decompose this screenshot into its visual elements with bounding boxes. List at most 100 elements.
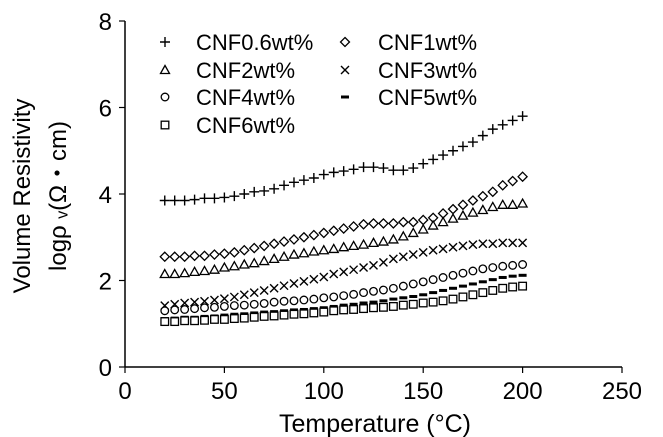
data-point [199, 250, 210, 262]
data-point [339, 267, 349, 277]
data-point [419, 293, 428, 297]
data-point [438, 296, 448, 306]
data-point [408, 163, 419, 174]
data-point [229, 191, 240, 202]
data-point [288, 177, 299, 188]
data-point [169, 251, 181, 263]
data-point [188, 266, 201, 276]
legend-label: CNF6wt% [196, 113, 295, 138]
data-point [388, 165, 399, 176]
data-point [399, 296, 408, 300]
data-point [368, 162, 379, 173]
data-point [488, 239, 498, 249]
y-tick-label: 4 [99, 182, 112, 209]
data-point [417, 223, 429, 234]
data-point [397, 216, 409, 228]
data-point [309, 274, 319, 284]
data-point [259, 185, 270, 196]
data-point [279, 281, 289, 291]
data-point [457, 199, 469, 211]
x-tick-label: 200 [503, 378, 543, 405]
data-point [289, 296, 299, 306]
data-point [239, 290, 249, 300]
data-point [449, 286, 458, 290]
y-tick-label: 8 [99, 9, 112, 36]
data-point [268, 238, 280, 250]
data-point [180, 316, 190, 326]
data-point [398, 165, 409, 176]
data-point [200, 296, 210, 306]
axes [119, 20, 623, 373]
data-point [457, 209, 469, 220]
legend-label: CNF1wt% [378, 30, 477, 55]
data-point [189, 250, 200, 262]
data-point [497, 198, 509, 209]
data-point [508, 282, 518, 292]
data-point [229, 314, 239, 324]
legend-marker [339, 36, 351, 48]
data-point [268, 253, 280, 264]
data-point [407, 227, 419, 238]
data-point [338, 241, 350, 252]
data-point [319, 272, 329, 282]
legend-label: CNF2wt% [196, 58, 295, 83]
data-point [238, 244, 250, 256]
data-point [398, 281, 408, 291]
data-point [428, 245, 438, 255]
data-point [328, 225, 340, 237]
data-point [239, 189, 250, 199]
data-point [199, 193, 210, 204]
data-point [248, 257, 260, 268]
data-point [349, 265, 359, 275]
data-point [418, 298, 428, 308]
data-point [498, 261, 508, 271]
data-point [487, 124, 498, 135]
data-point [269, 311, 279, 321]
data-point [468, 240, 478, 250]
data-point [517, 111, 528, 122]
legend-label: CNF3wt% [378, 58, 477, 83]
data-point [218, 248, 230, 260]
legend-marker [341, 95, 349, 99]
data-point [189, 194, 200, 205]
data-point [288, 233, 300, 245]
data-point [418, 158, 429, 169]
data-point [239, 313, 249, 323]
data-point [397, 230, 409, 241]
data-point [448, 270, 458, 280]
tick-labels: 0 50 100 150 200 250 0 2 4 6 8 [99, 9, 642, 405]
data-point [387, 217, 399, 229]
y-tick-label: 6 [99, 96, 112, 123]
data-point [487, 201, 499, 212]
data-point [308, 229, 320, 241]
data-point [389, 297, 398, 301]
data-point [349, 302, 358, 306]
data-point [468, 290, 478, 300]
data-point [458, 268, 468, 278]
data-point [417, 214, 429, 226]
data-point [249, 312, 259, 322]
data-point [508, 274, 517, 278]
data-point [369, 260, 378, 270]
data-point [467, 137, 478, 148]
data-point [438, 150, 449, 161]
data-point [359, 301, 368, 305]
data-point [447, 212, 459, 223]
data-point [289, 309, 299, 319]
data-point [348, 164, 359, 175]
data-point [298, 231, 310, 243]
data-point [488, 263, 498, 272]
data-point [468, 282, 477, 286]
data-point [378, 302, 388, 312]
data-point [338, 223, 350, 235]
data-point [308, 245, 320, 256]
data-point [298, 175, 309, 186]
data-point [169, 195, 180, 206]
data-point [319, 307, 329, 317]
data-point [339, 303, 348, 307]
data-point [289, 279, 299, 289]
data-point [258, 255, 270, 266]
data-point [448, 294, 458, 304]
data-point [359, 304, 369, 314]
data-point [477, 204, 489, 215]
